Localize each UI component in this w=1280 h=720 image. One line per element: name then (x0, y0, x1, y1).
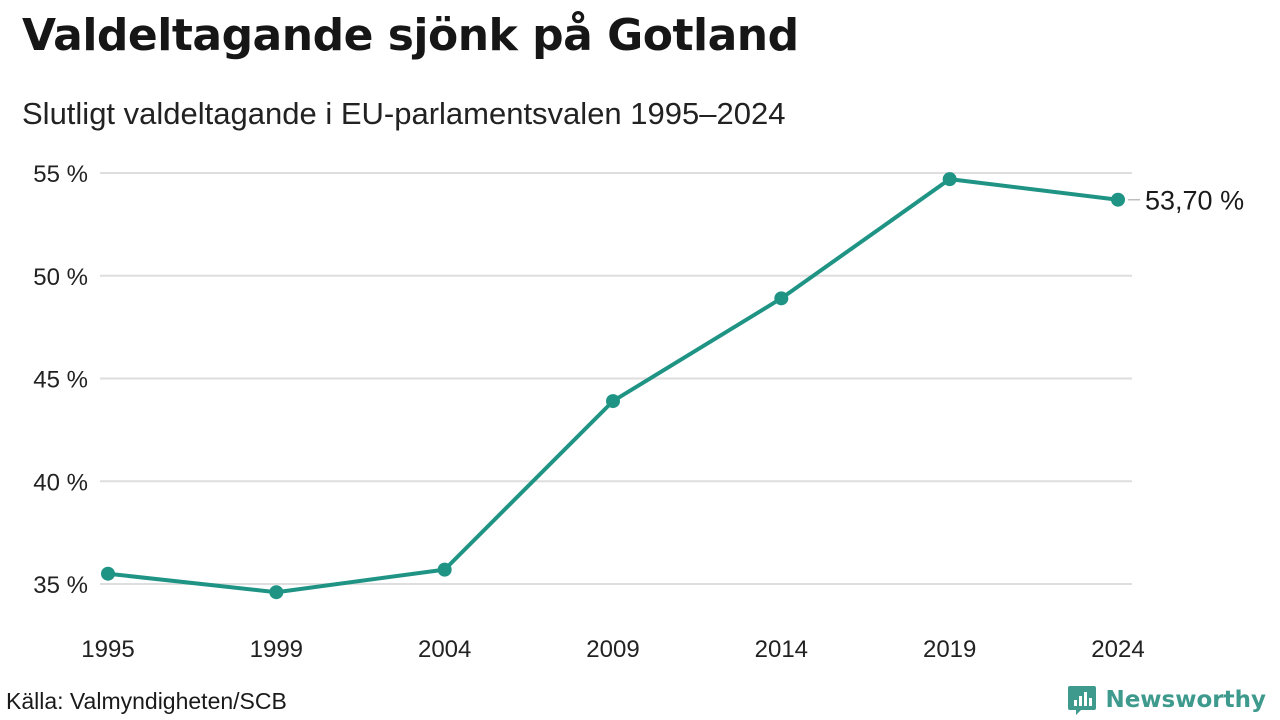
chart-subtitle: Slutligt valdeltagande i EU-parlamentsva… (22, 96, 786, 131)
x-tick-label: 2009 (586, 636, 639, 663)
brand-name: Newsworthy (1105, 687, 1266, 713)
x-tick-label: 2004 (418, 636, 471, 663)
y-tick-label: 35 % (33, 572, 88, 599)
data-point (774, 291, 789, 306)
data-point (942, 172, 957, 187)
data-point (1111, 192, 1125, 207)
x-tick-label: 2014 (755, 636, 808, 663)
x-tick-label: 1999 (250, 636, 303, 663)
series-line (106, 177, 1120, 595)
x-tick-label: 2024 (1091, 636, 1144, 663)
data-point (101, 566, 115, 581)
y-tick-label: 45 % (33, 367, 88, 394)
data-point (269, 585, 284, 600)
data-label: 53,70 % (1145, 186, 1244, 216)
y-tick-label: 40 % (33, 469, 88, 496)
y-tick-label: 50 % (33, 264, 88, 291)
data-point (606, 394, 620, 409)
y-tick-label: 55 % (33, 161, 88, 188)
data-point (437, 562, 452, 577)
x-tick-label: 2019 (923, 636, 976, 663)
chart-title: Valdeltagande sjönk på Gotland (22, 10, 799, 61)
source-note: Källa: Valmyndigheten/SCB (6, 688, 287, 714)
brand-logo: Newsworthy (1067, 684, 1266, 716)
x-tick-label: 1995 (81, 636, 134, 663)
newsworthy-logo-icon (1068, 686, 1097, 715)
